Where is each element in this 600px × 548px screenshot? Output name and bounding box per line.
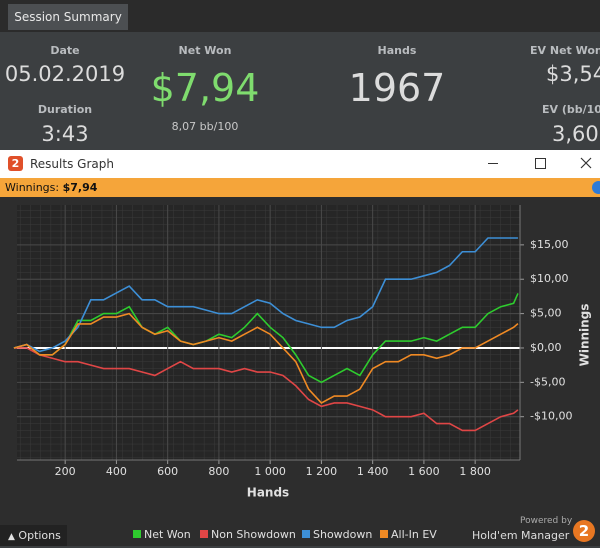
- status-value: $7,94: [62, 181, 98, 194]
- x-tick-label: 1 000: [254, 465, 286, 478]
- net-won-value: $7,94: [150, 66, 260, 110]
- duration-label: Duration: [37, 103, 93, 116]
- legend-swatch: [302, 530, 310, 538]
- ev-column: EV Net Won $3,54 EV (bb/100 3,60: [520, 40, 600, 148]
- brand-logo: 2: [573, 520, 595, 542]
- legend-item[interactable]: Non Showdown: [200, 528, 296, 541]
- window-titlebar: 2 Results Graph: [0, 150, 600, 178]
- hands-value: 1967: [348, 66, 446, 110]
- series-line: [13, 293, 519, 384]
- series-line: [13, 347, 519, 432]
- y-tick-label: $10,00: [530, 272, 569, 285]
- y-tick-label: $5,00: [530, 307, 562, 320]
- x-tick-label: 800: [208, 465, 229, 478]
- series-line: [13, 237, 518, 353]
- legend-swatch: [200, 530, 208, 538]
- legend-item[interactable]: All-In EV: [380, 528, 437, 541]
- status-label: Winnings:: [5, 181, 60, 194]
- ev-bb-label: EV (bb/100: [542, 103, 600, 116]
- y-tick-label: $15,00: [530, 238, 569, 251]
- chart: Hands Winnings -$10,00 -$5,00 $0,00 $5,00 $1…: [0, 197, 600, 546]
- y-axis-title: Winnings: [578, 304, 592, 367]
- window-title: Results Graph: [30, 157, 114, 171]
- x-axis-title: Hands: [247, 486, 289, 500]
- options-label: Options: [18, 529, 61, 542]
- legend-label: All-In EV: [391, 528, 437, 541]
- net-won-sub: 8,07 bb/100: [171, 120, 239, 133]
- y-tick-label: $0,00: [530, 341, 562, 354]
- legend-label: Net Won: [144, 528, 191, 541]
- maximize-button[interactable]: [535, 158, 546, 169]
- legend-label: Showdown: [313, 528, 372, 541]
- y-tick-label: -$10,00: [530, 410, 572, 423]
- y-tick-label: -$5,00: [530, 375, 565, 388]
- net-won-label: Net Won: [178, 44, 232, 57]
- legend-swatch: [380, 530, 388, 538]
- x-tick-label: 1 200: [306, 465, 338, 478]
- ev-bb-value: 3,60: [552, 122, 599, 146]
- ev-net-won-label: EV Net Won: [530, 44, 600, 57]
- status-bar: Winnings: $7,94: [0, 178, 600, 197]
- powered-by: Powered by: [520, 516, 573, 526]
- minimize-button[interactable]: [488, 163, 498, 164]
- tab[interactable]: Session Summary: [8, 4, 128, 30]
- ev-net-won-value: $3,54: [546, 62, 600, 86]
- help-icon[interactable]: [592, 181, 600, 194]
- legend-item[interactable]: Net Won: [133, 528, 191, 541]
- legend-label: Non Showdown: [211, 528, 296, 541]
- hands-label: Hands: [377, 44, 417, 57]
- duration-value: 3:43: [41, 122, 89, 146]
- x-tick-label: 1 400: [357, 465, 389, 478]
- brand: Hold'em Manager: [472, 529, 570, 542]
- x-tick-label: 200: [55, 465, 76, 478]
- date-value: 05.02.2019: [4, 62, 126, 86]
- x-tick-label: 1 600: [408, 465, 440, 478]
- window-icon: 2: [8, 156, 23, 171]
- options-button[interactable]: ▲ Options: [0, 525, 67, 546]
- x-tick-label: 600: [157, 465, 178, 478]
- x-tick-label: 400: [106, 465, 127, 478]
- close-button[interactable]: [580, 157, 592, 169]
- date-label: Date: [50, 44, 80, 57]
- legend-swatch: [133, 530, 141, 538]
- legend-item[interactable]: Showdown: [302, 528, 372, 541]
- x-tick-label: 1 800: [459, 465, 491, 478]
- series-line: [13, 312, 519, 404]
